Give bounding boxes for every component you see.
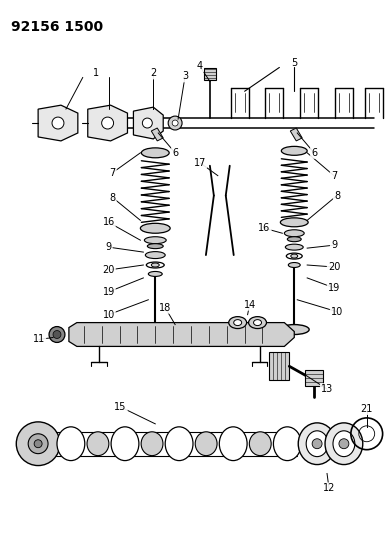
Circle shape [49,327,65,342]
Text: 19: 19 [103,287,115,297]
Bar [269,352,289,380]
Ellipse shape [284,230,304,237]
Circle shape [172,120,178,126]
Text: 6: 6 [172,148,178,158]
Ellipse shape [325,423,363,465]
Circle shape [28,434,48,454]
Ellipse shape [229,317,247,328]
Text: 18: 18 [159,303,171,313]
Polygon shape [290,128,302,141]
Ellipse shape [141,223,170,233]
Ellipse shape [151,263,159,267]
Ellipse shape [285,244,303,250]
Text: 16: 16 [258,223,271,233]
Circle shape [52,117,64,129]
Bar [204,68,216,80]
Ellipse shape [148,271,162,277]
Text: 3: 3 [182,71,188,82]
Text: 9: 9 [105,242,112,252]
Circle shape [339,439,349,449]
Text: 11: 11 [33,335,45,344]
Text: 9: 9 [331,240,337,250]
Ellipse shape [147,244,163,248]
Ellipse shape [141,432,163,456]
Circle shape [142,118,152,128]
Ellipse shape [281,147,307,155]
Ellipse shape [144,237,166,244]
Text: 2: 2 [150,68,156,78]
Ellipse shape [165,427,193,461]
Text: 20: 20 [102,265,115,275]
Ellipse shape [273,427,301,461]
Ellipse shape [279,325,309,335]
Text: 14: 14 [244,300,256,310]
Ellipse shape [234,320,242,326]
Ellipse shape [280,218,308,227]
Ellipse shape [139,332,171,342]
Polygon shape [69,322,294,346]
Text: 92156 1500: 92156 1500 [11,20,103,34]
Text: 8: 8 [334,190,340,200]
Text: 20: 20 [328,262,340,272]
Polygon shape [38,105,78,141]
Text: 10: 10 [331,306,343,317]
Text: 12: 12 [323,483,335,494]
Ellipse shape [291,254,298,258]
Polygon shape [134,107,163,139]
Ellipse shape [219,427,247,461]
Text: 5: 5 [291,59,297,68]
Circle shape [102,117,113,129]
Text: 10: 10 [103,310,115,320]
Ellipse shape [141,148,169,158]
Polygon shape [88,105,127,141]
Ellipse shape [195,432,217,456]
Text: 17: 17 [194,158,206,168]
Ellipse shape [249,432,271,456]
Ellipse shape [288,263,300,268]
Ellipse shape [254,320,261,326]
Circle shape [34,440,42,448]
Ellipse shape [249,317,266,328]
Text: 8: 8 [110,192,116,203]
Text: 7: 7 [110,168,116,177]
Text: 13: 13 [321,384,333,394]
Ellipse shape [111,427,139,461]
Text: 4: 4 [197,61,203,71]
Text: 19: 19 [328,283,340,293]
Text: 6: 6 [311,148,317,158]
Polygon shape [151,128,163,141]
Text: 7: 7 [331,171,337,181]
Circle shape [16,422,60,465]
Circle shape [53,330,61,338]
Bar [305,370,323,386]
Ellipse shape [146,252,165,259]
Circle shape [168,116,182,130]
Circle shape [312,439,322,449]
Ellipse shape [298,423,336,465]
Ellipse shape [333,431,355,457]
Text: 15: 15 [114,402,127,412]
Text: 21: 21 [361,404,373,414]
Ellipse shape [306,431,328,457]
Text: 1: 1 [93,68,99,78]
Ellipse shape [287,237,301,241]
Ellipse shape [87,432,109,456]
Text: 16: 16 [103,217,115,227]
Ellipse shape [57,427,85,461]
